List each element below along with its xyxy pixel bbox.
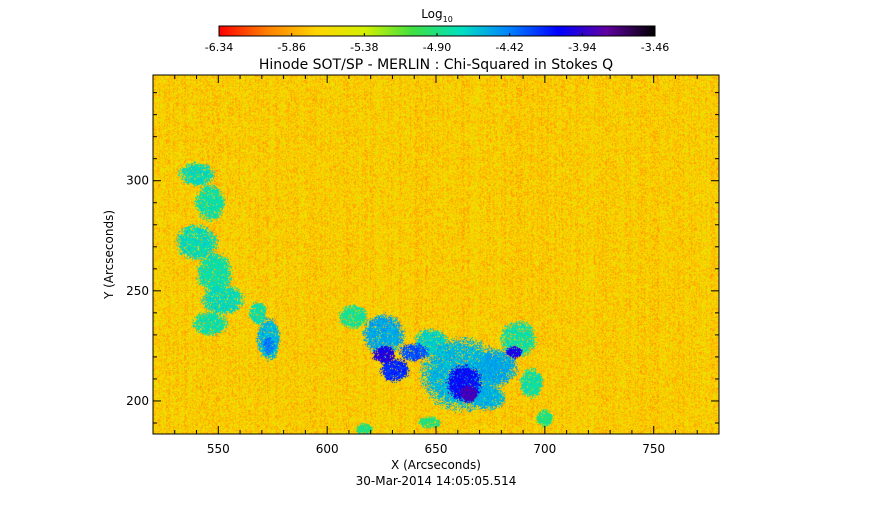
colorbar-tick-label: -4.90 bbox=[423, 41, 451, 54]
x-tick-label: 750 bbox=[642, 442, 665, 456]
colorbar-label: Log10 bbox=[421, 7, 453, 24]
colorbar-fill bbox=[219, 26, 655, 36]
y-tick-label: 200 bbox=[126, 394, 149, 408]
x-tick-label: 650 bbox=[425, 442, 448, 456]
colorbar: -6.34 -5.86 -5.38 -4.90 -4.42 -3.94 -3.46 Log1… bbox=[205, 7, 669, 54]
timestamp: 30-Mar-2014 14:05:05.514 bbox=[356, 474, 517, 488]
colorbar-gradient bbox=[219, 26, 655, 36]
colorbar-ticks: -6.34 -5.86 -5.38 -4.90 -4.42 -3.94 -3.46 bbox=[205, 33, 669, 54]
colorbar-tick-label: -5.86 bbox=[277, 41, 305, 54]
x-tick-label: 600 bbox=[316, 442, 339, 456]
x-axis: 550 600 650 700 750 bbox=[152, 75, 720, 456]
x-tick-label: 550 bbox=[207, 442, 230, 456]
x-tick-label: 700 bbox=[533, 442, 556, 456]
colorbar-tick-label: -5.38 bbox=[350, 41, 378, 54]
plot-area: 550 600 650 700 750 200 250 300 bbox=[126, 74, 720, 456]
y-axis-label: Y (Arcseconds) bbox=[102, 210, 116, 300]
y-tick-label: 300 bbox=[126, 174, 149, 188]
colorbar-tick-label: -3.46 bbox=[641, 41, 669, 54]
colorbar-tick-label: -6.34 bbox=[205, 41, 233, 54]
heatmap-image bbox=[153, 75, 719, 434]
colorbar-tick-label: -4.42 bbox=[495, 41, 523, 54]
y-axis: 200 250 300 bbox=[126, 92, 719, 424]
chart-title: Hinode SOT/SP - MERLIN : Chi-Squared in … bbox=[259, 57, 613, 73]
y-tick-label: 250 bbox=[126, 284, 149, 298]
x-axis-label: X (Arcseconds) bbox=[391, 458, 481, 472]
colorbar-tick-label: -3.94 bbox=[568, 41, 596, 54]
